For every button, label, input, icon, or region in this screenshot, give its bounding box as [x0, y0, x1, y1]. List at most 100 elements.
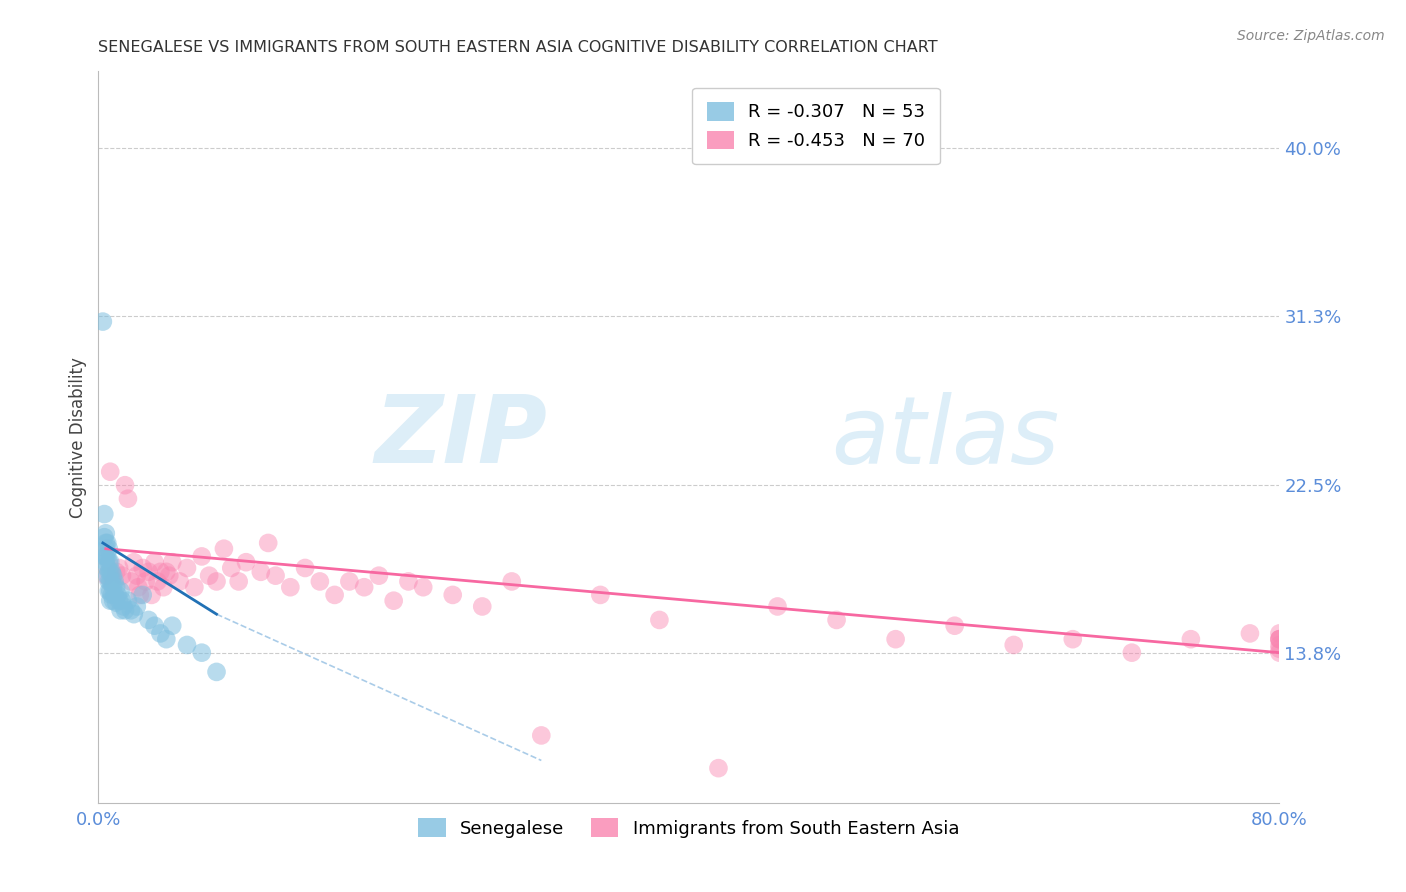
Point [94, 568, 117, 582]
Point [105, 565, 128, 579]
Point [114, 478, 136, 492]
Point [353, 580, 375, 594]
Point [103, 580, 125, 594]
Point [309, 574, 332, 589]
Point [111, 568, 134, 582]
Point [141, 588, 163, 602]
Point [368, 568, 391, 582]
Point [135, 574, 157, 589]
Point [100, 565, 122, 579]
Point [205, 665, 228, 679]
Point [766, 599, 789, 614]
Point [648, 613, 671, 627]
Point [339, 574, 361, 589]
Point [191, 646, 214, 660]
Point [111, 593, 134, 607]
Point [143, 555, 166, 569]
Point [105, 580, 128, 594]
Point [120, 574, 142, 589]
Point [1180, 632, 1202, 647]
Point [97, 555, 120, 569]
Point [97, 584, 120, 599]
Point [103, 593, 125, 607]
Point [1268, 632, 1291, 647]
Point [120, 603, 142, 617]
Point [98, 565, 121, 579]
Point [382, 593, 405, 607]
Point [138, 565, 160, 579]
Point [149, 626, 172, 640]
Point [198, 568, 221, 582]
Point [176, 561, 198, 575]
Point [122, 555, 145, 569]
Point [412, 580, 434, 594]
Point [94, 526, 117, 541]
Point [155, 632, 177, 647]
Point [1062, 632, 1084, 647]
Point [884, 632, 907, 647]
Point [1268, 646, 1291, 660]
Point [221, 561, 243, 575]
Point [94, 536, 117, 550]
Point [138, 613, 160, 627]
Point [1239, 626, 1261, 640]
Point [1002, 638, 1025, 652]
Point [707, 761, 730, 775]
Point [294, 561, 316, 575]
Point [105, 596, 128, 610]
Point [183, 580, 205, 594]
Point [157, 568, 180, 582]
Point [943, 618, 966, 632]
Text: Source: ZipAtlas.com: Source: ZipAtlas.com [1237, 29, 1385, 43]
Point [191, 549, 214, 564]
Point [471, 599, 494, 614]
Text: ZIP: ZIP [374, 391, 547, 483]
Point [98, 574, 121, 589]
Point [280, 580, 302, 594]
Point [98, 584, 121, 599]
Point [100, 588, 122, 602]
Point [97, 565, 120, 579]
Point [103, 574, 125, 589]
Point [96, 561, 118, 575]
Point [94, 549, 117, 564]
Y-axis label: Cognitive Disability: Cognitive Disability [69, 357, 87, 517]
Point [108, 561, 131, 575]
Point [205, 574, 228, 589]
Point [149, 565, 172, 579]
Point [264, 568, 287, 582]
Point [128, 588, 150, 602]
Point [94, 541, 117, 556]
Point [1121, 646, 1143, 660]
Point [152, 580, 174, 594]
Point [97, 574, 120, 589]
Point [103, 568, 125, 582]
Point [117, 593, 139, 607]
Point [104, 574, 127, 589]
Point [825, 613, 848, 627]
Text: atlas: atlas [831, 392, 1059, 483]
Point [143, 618, 166, 632]
Point [1268, 632, 1291, 647]
Point [1268, 641, 1291, 656]
Point [398, 574, 420, 589]
Text: SENEGALESE VS IMMIGRANTS FROM SOUTH EASTERN ASIA COGNITIVE DISABILITY CORRELATIO: SENEGALESE VS IMMIGRANTS FROM SOUTH EAST… [98, 40, 938, 55]
Legend: Senegalese, Immigrants from South Eastern Asia: Senegalese, Immigrants from South Easter… [412, 811, 966, 845]
Point [530, 728, 553, 742]
Point [323, 588, 346, 602]
Point [125, 568, 148, 582]
Point [441, 588, 464, 602]
Point [212, 541, 235, 556]
Point [91, 315, 114, 329]
Point [169, 574, 191, 589]
Point [127, 580, 149, 594]
Point [162, 555, 183, 569]
Point [162, 618, 183, 632]
Point [112, 599, 135, 614]
Point [97, 541, 120, 556]
Point [155, 565, 177, 579]
Point [94, 555, 117, 569]
Point [501, 574, 523, 589]
Point [93, 530, 115, 544]
Point [125, 599, 148, 614]
